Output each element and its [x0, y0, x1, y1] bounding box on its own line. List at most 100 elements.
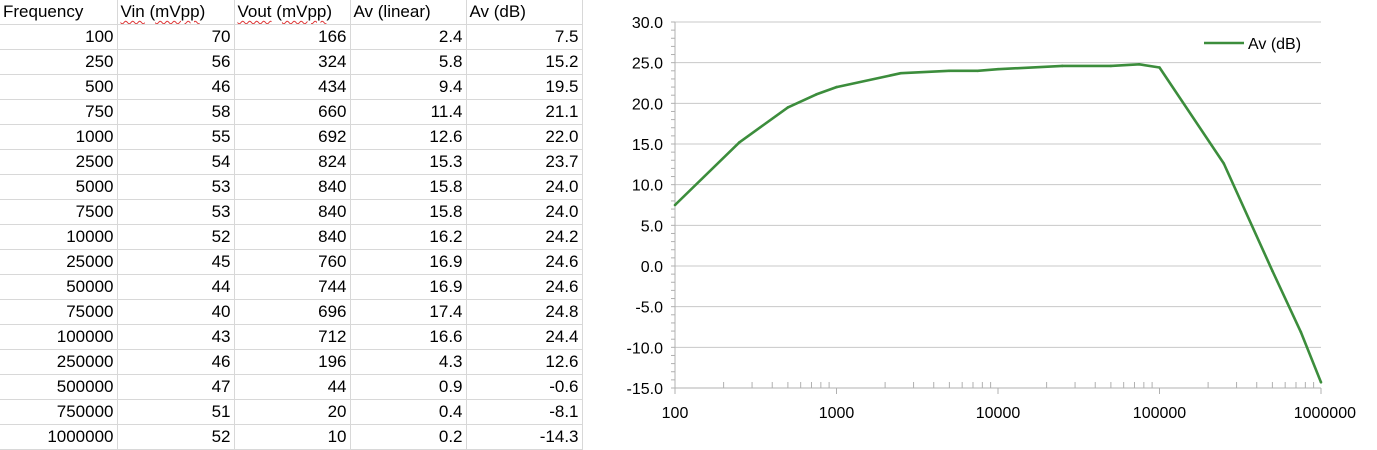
table-cell[interactable]: 52	[117, 424, 235, 450]
table-cell[interactable]: 12.6	[466, 349, 583, 375]
table-cell[interactable]: 840	[234, 224, 351, 250]
table-cell[interactable]: 75000	[0, 299, 118, 325]
table-cell[interactable]: 24.0	[466, 174, 583, 200]
table-cell[interactable]: 56	[117, 49, 235, 75]
table-cell[interactable]: 45	[117, 249, 235, 275]
table-cell[interactable]: 58	[117, 99, 235, 125]
table-cell[interactable]: 750	[0, 99, 118, 125]
table-cell[interactable]: -0.6	[466, 374, 583, 400]
table-cell[interactable]: 19.5	[466, 74, 583, 100]
table-cell[interactable]: 0.9	[350, 374, 467, 400]
table-cell[interactable]: 5.8	[350, 49, 467, 75]
table-cell[interactable]: 250000	[0, 349, 118, 375]
table-cell[interactable]: 43	[117, 324, 235, 350]
table-cell[interactable]: 21.1	[466, 99, 583, 125]
table-cell[interactable]: 12.6	[350, 124, 467, 150]
table-cell[interactable]: 324	[234, 49, 351, 75]
column-header[interactable]: Vin (mVpp)	[117, 0, 235, 25]
table-cell[interactable]: 500000	[0, 374, 118, 400]
table-cell[interactable]: 15.8	[350, 174, 467, 200]
table-cell[interactable]: 5000	[0, 174, 118, 200]
table-cell[interactable]: 24.4	[466, 324, 583, 350]
table-row: 500000 47 44 0.9 -0.6	[0, 374, 583, 400]
table-cell[interactable]: 16.9	[350, 249, 467, 275]
table-row: 25000 45 760 16.9 24.6	[0, 249, 583, 275]
table-cell[interactable]: 15.3	[350, 149, 467, 175]
table-cell[interactable]: -8.1	[466, 399, 583, 425]
table-cell[interactable]: 24.6	[466, 249, 583, 275]
table-cell[interactable]: 47	[117, 374, 235, 400]
table-cell[interactable]: 10	[234, 424, 351, 450]
table-cell[interactable]: 46	[117, 349, 235, 375]
table-cell[interactable]: 250	[0, 49, 118, 75]
table-cell[interactable]: 434	[234, 74, 351, 100]
table-cell[interactable]: 660	[234, 99, 351, 125]
table-cell[interactable]: 4.3	[350, 349, 467, 375]
table-cell[interactable]: 25000	[0, 249, 118, 275]
table-cell[interactable]: 16.2	[350, 224, 467, 250]
column-header[interactable]: Vout (mVpp)	[234, 0, 351, 25]
table-cell[interactable]: 24.6	[466, 274, 583, 300]
table-cell[interactable]: -14.3	[466, 424, 583, 450]
table-cell[interactable]: 54	[117, 149, 235, 175]
table-cell[interactable]: 840	[234, 174, 351, 200]
table-cell[interactable]: 760	[234, 249, 351, 275]
table-cell[interactable]: 44	[234, 374, 351, 400]
table-cell[interactable]: 166	[234, 24, 351, 50]
table-cell[interactable]: 750000	[0, 399, 118, 425]
table-cell[interactable]: 9.4	[350, 74, 467, 100]
table-cell[interactable]: 0.4	[350, 399, 467, 425]
x-axis-tick-labels: 100 1000 10000 100000 1000000	[662, 405, 1356, 422]
table-cell[interactable]: 196	[234, 349, 351, 375]
table-cell[interactable]: 696	[234, 299, 351, 325]
table-cell[interactable]: 840	[234, 199, 351, 225]
table-cell[interactable]: 24.0	[466, 199, 583, 225]
table-cell[interactable]: 52	[117, 224, 235, 250]
table-cell[interactable]: 100000	[0, 324, 118, 350]
column-header[interactable]: Av (dB)	[466, 0, 583, 25]
table-cell[interactable]: 20	[234, 399, 351, 425]
table-cell[interactable]: 16.9	[350, 274, 467, 300]
table-cell[interactable]: 712	[234, 324, 351, 350]
table-cell[interactable]: 1000	[0, 124, 118, 150]
column-header[interactable]: Frequency	[0, 0, 118, 25]
table-cell[interactable]: 824	[234, 149, 351, 175]
legend-label: Av (dB)	[1248, 36, 1301, 53]
table-cell[interactable]: 70	[117, 24, 235, 50]
table-cell[interactable]: 15.2	[466, 49, 583, 75]
table-cell[interactable]: 24.8	[466, 299, 583, 325]
table-cell[interactable]: 10000	[0, 224, 118, 250]
table-cell[interactable]: 44	[117, 274, 235, 300]
table-cell[interactable]: 2.4	[350, 24, 467, 50]
y-tick-label: -10.0	[627, 340, 664, 357]
table-cell[interactable]: 23.7	[466, 149, 583, 175]
table-cell[interactable]: 7500	[0, 199, 118, 225]
table-cell[interactable]: 744	[234, 274, 351, 300]
table-cell[interactable]: 55	[117, 124, 235, 150]
table-cell[interactable]: 692	[234, 124, 351, 150]
table-cell[interactable]: 51	[117, 399, 235, 425]
table-cell[interactable]: 0.2	[350, 424, 467, 450]
table-cell[interactable]: 16.6	[350, 324, 467, 350]
y-axis-tick-labels: 30.0 25.0 20.0 15.0 10.0 5.0 0.0 -5.0 -10.0 -15.0	[627, 15, 664, 398]
table-cell[interactable]: 7.5	[466, 24, 583, 50]
table-cell[interactable]: 24.2	[466, 224, 583, 250]
table-cell[interactable]: 2500	[0, 149, 118, 175]
table-cell[interactable]: 15.8	[350, 199, 467, 225]
table-cell[interactable]: 100	[0, 24, 118, 50]
table-cell[interactable]: 50000	[0, 274, 118, 300]
data-point	[737, 141, 741, 144]
table-cell[interactable]: 1000000	[0, 424, 118, 450]
table-cell[interactable]: 53	[117, 174, 235, 200]
table-cell[interactable]: 40	[117, 299, 235, 325]
table-cell[interactable]: 500	[0, 74, 118, 100]
table-cell[interactable]: 53	[117, 199, 235, 225]
table-cell[interactable]: 46	[117, 74, 235, 100]
table-cell[interactable]: 11.4	[350, 99, 467, 125]
table-row: 50000 44 744 16.9 24.6	[0, 274, 583, 300]
table-cell[interactable]: 17.4	[350, 299, 467, 325]
column-header[interactable]: Av (linear)	[350, 0, 467, 25]
table-cell[interactable]: 22.0	[466, 124, 583, 150]
series-line	[674, 63, 1323, 383]
x-tick-label: 10000	[976, 405, 1021, 422]
